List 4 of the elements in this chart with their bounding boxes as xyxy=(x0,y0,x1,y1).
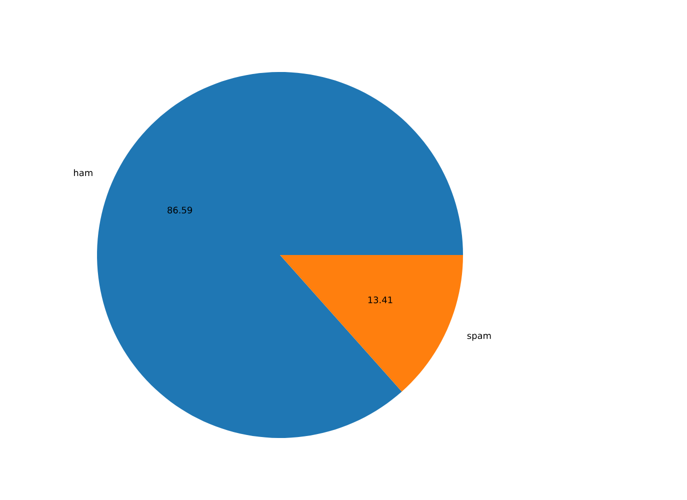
slice-label: spam xyxy=(467,334,491,341)
data-label: 13.41 xyxy=(368,296,392,304)
data-label: 86.59 xyxy=(168,206,192,214)
slice-label: ham xyxy=(74,169,92,176)
